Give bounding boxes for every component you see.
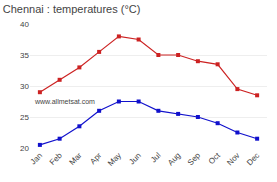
svg-text:Chennai : temperatures (°C): Chennai : temperatures (°C) — [3, 3, 141, 15]
svg-text:25: 25 — [20, 113, 29, 122]
svg-text:30: 30 — [20, 82, 29, 91]
svg-text:Mar: Mar — [68, 151, 84, 167]
svg-text:Apr: Apr — [88, 151, 103, 166]
svg-text:35: 35 — [20, 51, 29, 60]
svg-text:Oct: Oct — [207, 150, 223, 166]
svg-text:www.allmetsat.com: www.allmetsat.com — [34, 98, 95, 105]
svg-text:Jan: Jan — [29, 151, 44, 166]
svg-text:40: 40 — [20, 20, 29, 29]
svg-text:Nov: Nov — [225, 151, 241, 167]
svg-text:Sep: Sep — [186, 150, 203, 167]
svg-text:May: May — [106, 151, 123, 168]
svg-text:Jul: Jul — [149, 151, 163, 165]
svg-text:Jun: Jun — [127, 151, 142, 166]
svg-text:Aug: Aug — [166, 151, 182, 167]
svg-text:Dec: Dec — [245, 151, 261, 167]
svg-text:Feb: Feb — [48, 150, 65, 167]
svg-text:20: 20 — [20, 144, 29, 153]
